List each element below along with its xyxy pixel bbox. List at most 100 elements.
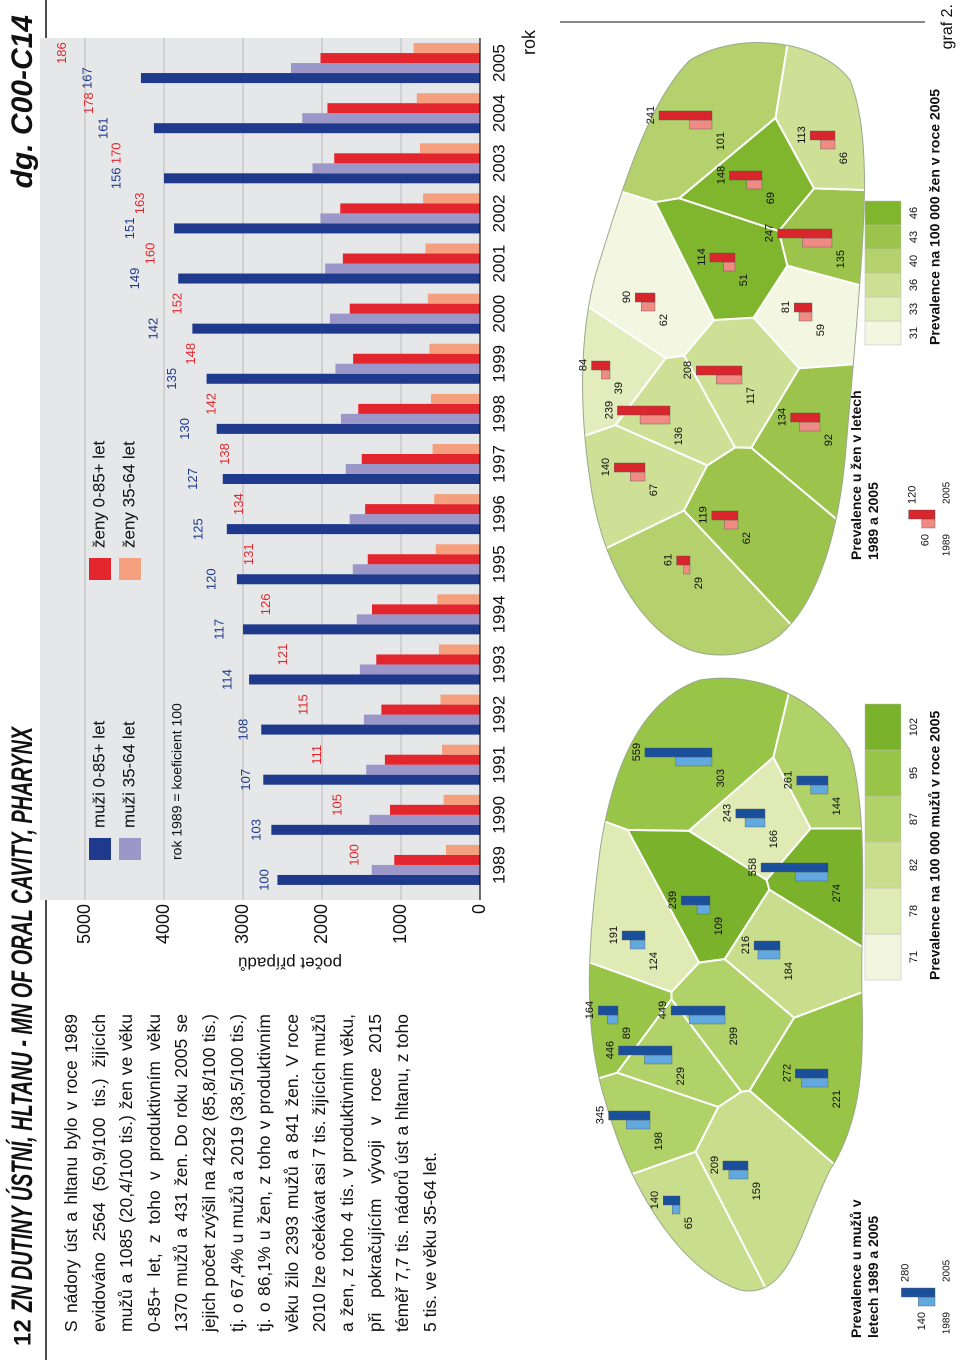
- district-label-1989: 67: [648, 484, 660, 496]
- index-label: 107: [238, 769, 253, 791]
- bar: [361, 454, 480, 464]
- district-bar: [607, 1014, 619, 1025]
- bar: [277, 874, 480, 885]
- bar: [325, 263, 480, 274]
- district-label-2005: 247: [764, 224, 776, 242]
- district-label-1989: 66: [838, 152, 850, 164]
- scale-tick: 46: [908, 207, 920, 219]
- district-bar: [644, 747, 713, 758]
- district-bar: [722, 1160, 749, 1171]
- index-label: 151: [122, 218, 137, 240]
- district-bar: [629, 939, 646, 950]
- district-bar: [802, 237, 833, 248]
- district-bar: [729, 170, 763, 181]
- district-bar: [820, 139, 836, 150]
- district-label-2005: 449: [657, 1001, 669, 1019]
- district-bar: [663, 1195, 681, 1206]
- index-label: 126: [258, 594, 273, 616]
- legend-value: 120: [907, 486, 919, 504]
- x-tick-label: 1991: [489, 746, 508, 784]
- bar: [367, 554, 480, 565]
- bar: [340, 203, 480, 214]
- district-bar: [676, 555, 691, 566]
- bar: [164, 173, 480, 184]
- bar: [192, 323, 480, 334]
- district-bar: [735, 808, 766, 819]
- x-tick-label: 1989: [489, 846, 508, 884]
- bar: [372, 604, 480, 615]
- district-label-2005: 81: [780, 301, 792, 313]
- bar: [437, 594, 480, 605]
- district-bar: [672, 1204, 681, 1215]
- index-label: 131: [241, 543, 256, 565]
- y-axis-label: počet případů: [238, 954, 342, 973]
- district-bar: [709, 252, 736, 263]
- bar: [363, 714, 480, 725]
- district-label-2005: 216: [740, 936, 752, 954]
- district-label-2005: 208: [682, 361, 694, 379]
- bar: [340, 413, 480, 424]
- bar: [178, 273, 480, 284]
- bar: [302, 113, 480, 124]
- index-label: 134: [231, 493, 246, 515]
- index-label: 186: [54, 42, 69, 64]
- bar: [320, 53, 480, 64]
- district-label-1989: 51: [738, 274, 750, 286]
- legend-year: 1989: [942, 1312, 953, 1335]
- district-label-2005: 61: [662, 554, 674, 566]
- district-label-2005: 239: [603, 401, 615, 419]
- district-bar: [716, 374, 743, 385]
- district-label-1989: 221: [831, 1090, 843, 1108]
- district-label-2005: 241: [645, 106, 657, 124]
- bar: [222, 474, 480, 484]
- index-label: 156: [109, 167, 124, 189]
- bar: [442, 744, 480, 755]
- bar: [327, 103, 480, 114]
- index-label: 142: [204, 393, 219, 415]
- index-label: 167: [80, 67, 95, 89]
- bar: [349, 514, 480, 525]
- index-label: 142: [146, 318, 161, 340]
- x-tick-label: 1993: [489, 646, 508, 684]
- scale-tick: 102: [908, 718, 920, 736]
- bar: [290, 63, 480, 74]
- x-tick-label: 2003: [489, 144, 508, 182]
- bar: [263, 774, 481, 785]
- bar: [249, 674, 480, 685]
- index-label: 130: [177, 418, 192, 440]
- map-outline: [582, 42, 865, 656]
- index-label: 100: [346, 844, 361, 866]
- district-label-2005: 559: [631, 743, 643, 761]
- index-label: 103: [249, 819, 264, 841]
- scale-title: Prevalence na 100 000 mužů v roce 2005: [927, 711, 943, 980]
- bar: [352, 564, 480, 575]
- plot-background: [40, 38, 480, 900]
- bar: [427, 293, 480, 304]
- district-bar: [670, 1005, 726, 1016]
- district-label-1989: 299: [728, 1027, 740, 1045]
- district-bar: [798, 311, 813, 322]
- district-label-1989: 184: [783, 962, 795, 980]
- district-bar: [598, 1005, 619, 1016]
- legend-bar: [901, 1287, 936, 1298]
- index-label: 125: [190, 518, 205, 540]
- bar: [140, 73, 480, 84]
- district-bar: [723, 261, 736, 272]
- bar: [174, 223, 480, 234]
- index-label: 170: [108, 142, 123, 164]
- scale-box: [864, 703, 902, 751]
- district-label-2005: 90: [621, 291, 633, 303]
- scale-box: [864, 749, 902, 797]
- scale-tick: 95: [908, 767, 920, 779]
- index-label: 105: [329, 794, 344, 816]
- scale-box: [864, 248, 902, 274]
- legend-label: muži 0-85+ let: [89, 720, 108, 828]
- bar: [334, 153, 480, 164]
- district-bar: [689, 119, 713, 130]
- legend-bar: [921, 518, 936, 529]
- index-label: 127: [185, 468, 200, 490]
- x-tick-label: 1994: [489, 595, 508, 633]
- chart-note: rok 1989 = koeficient 100: [169, 703, 185, 860]
- y-tick-label: 3000: [232, 904, 252, 944]
- bar: [342, 253, 480, 264]
